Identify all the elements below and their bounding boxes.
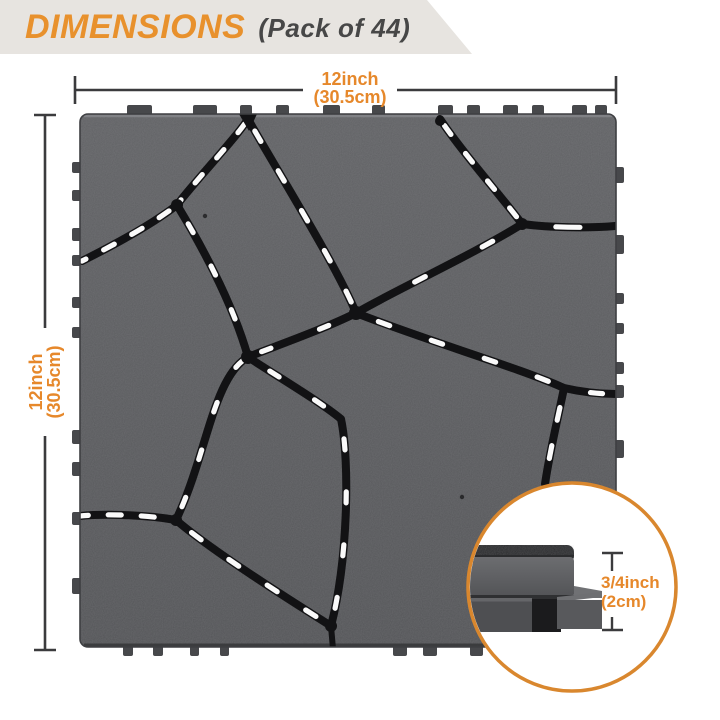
thickness-inset-circle	[466, 481, 678, 693]
height-value: 12inch	[26, 353, 46, 411]
height-dimension-label: 12inch (30.5cm)	[26, 345, 64, 419]
header-banner: DIMENSIONS (Pack of 44)	[0, 0, 472, 54]
thickness-value: 3/4inch	[601, 573, 660, 592]
tile-edge-profile-photo	[470, 545, 602, 632]
thickness-dimension-line	[602, 551, 623, 632]
height-dimension-line	[34, 113, 56, 652]
width-value: 12inch	[321, 69, 379, 89]
thickness-metric: (2cm)	[601, 592, 647, 611]
crack-pattern	[80, 114, 616, 647]
page-title: DIMENSIONS	[25, 7, 246, 46]
width-dimension-label: 12inch (30.5cm)	[313, 70, 386, 106]
tile-photo	[79, 113, 617, 648]
width-dimension-line	[73, 76, 618, 104]
thickness-dimension-label: 3/4inch (2cm)	[601, 573, 660, 611]
pack-count-label: (Pack of 44)	[258, 12, 411, 43]
height-metric: (30.5cm)	[44, 345, 64, 419]
width-metric: (30.5cm)	[313, 87, 387, 107]
